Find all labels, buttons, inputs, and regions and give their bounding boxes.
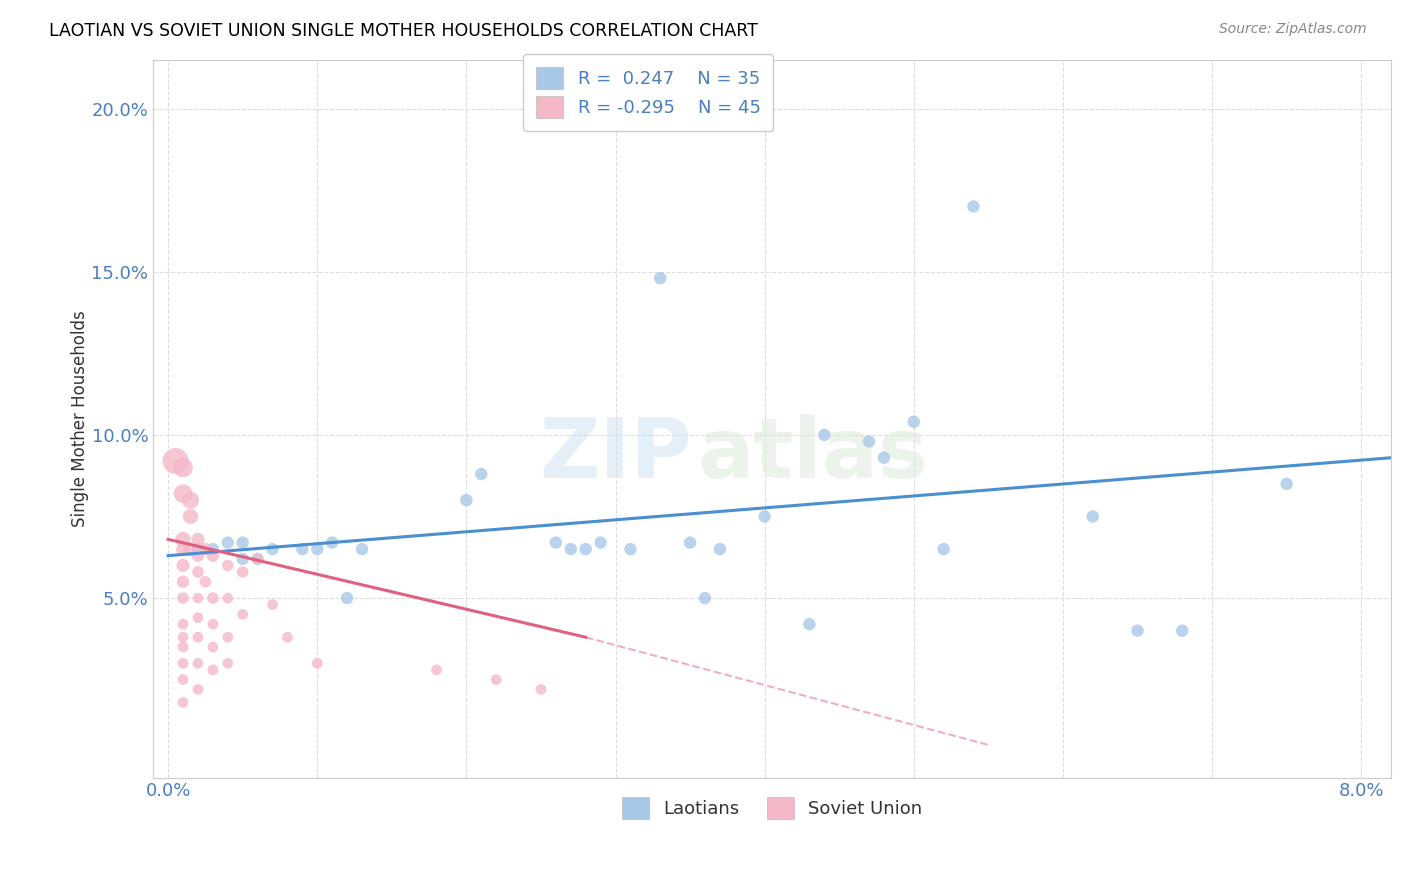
Point bbox=[172, 617, 194, 632]
Point bbox=[1126, 624, 1149, 638]
Point bbox=[187, 549, 209, 563]
Point bbox=[560, 542, 582, 557]
Point bbox=[172, 460, 194, 475]
Y-axis label: Single Mother Households: Single Mother Households bbox=[72, 310, 89, 527]
Point bbox=[336, 591, 359, 605]
Point bbox=[187, 630, 209, 644]
Point bbox=[962, 199, 984, 213]
Point bbox=[589, 535, 612, 549]
Point bbox=[903, 415, 925, 429]
Point bbox=[799, 617, 821, 632]
Point bbox=[172, 630, 194, 644]
Point bbox=[321, 535, 343, 549]
Point bbox=[179, 493, 201, 508]
Point bbox=[172, 574, 194, 589]
Point bbox=[262, 598, 284, 612]
Point bbox=[650, 271, 672, 285]
Point bbox=[232, 607, 254, 622]
Point bbox=[201, 617, 224, 632]
Point bbox=[232, 552, 254, 566]
Point bbox=[217, 535, 239, 549]
Point bbox=[754, 509, 776, 524]
Point bbox=[679, 535, 702, 549]
Point bbox=[575, 542, 598, 557]
Text: Source: ZipAtlas.com: Source: ZipAtlas.com bbox=[1219, 22, 1367, 37]
Point bbox=[165, 454, 187, 468]
Point bbox=[201, 591, 224, 605]
Point bbox=[187, 610, 209, 624]
Point bbox=[172, 640, 194, 654]
Point bbox=[201, 640, 224, 654]
Point bbox=[485, 673, 508, 687]
Point bbox=[544, 535, 567, 549]
Point bbox=[693, 591, 716, 605]
Point bbox=[217, 630, 239, 644]
Point bbox=[307, 657, 329, 671]
Point bbox=[217, 657, 239, 671]
Point bbox=[217, 558, 239, 573]
Point bbox=[425, 663, 447, 677]
Point bbox=[187, 657, 209, 671]
Point bbox=[232, 565, 254, 579]
Point bbox=[172, 673, 194, 687]
Text: LAOTIAN VS SOVIET UNION SINGLE MOTHER HOUSEHOLDS CORRELATION CHART: LAOTIAN VS SOVIET UNION SINGLE MOTHER HO… bbox=[49, 22, 758, 40]
Point bbox=[172, 486, 194, 500]
Legend: Laotians, Soviet Union: Laotians, Soviet Union bbox=[614, 789, 929, 826]
Point bbox=[187, 682, 209, 697]
Point bbox=[179, 542, 201, 557]
Point bbox=[276, 630, 298, 644]
Text: ZIP: ZIP bbox=[538, 414, 692, 495]
Point bbox=[456, 493, 478, 508]
Point bbox=[172, 696, 194, 710]
Point bbox=[172, 533, 194, 547]
Point bbox=[201, 663, 224, 677]
Point bbox=[172, 591, 194, 605]
Point bbox=[217, 591, 239, 605]
Point bbox=[232, 535, 254, 549]
Point bbox=[187, 591, 209, 605]
Point bbox=[194, 542, 217, 557]
Point bbox=[246, 552, 269, 566]
Point bbox=[932, 542, 955, 557]
Point bbox=[179, 509, 201, 524]
Point bbox=[1275, 476, 1298, 491]
Point bbox=[619, 542, 641, 557]
Point bbox=[1081, 509, 1104, 524]
Point bbox=[1171, 624, 1194, 638]
Point bbox=[201, 542, 224, 557]
Point bbox=[246, 552, 269, 566]
Point bbox=[530, 682, 553, 697]
Point bbox=[172, 558, 194, 573]
Text: atlas: atlas bbox=[697, 414, 928, 495]
Point bbox=[307, 542, 329, 557]
Point bbox=[813, 428, 835, 442]
Point bbox=[187, 542, 209, 557]
Point bbox=[858, 434, 880, 449]
Point bbox=[350, 542, 373, 557]
Point bbox=[194, 574, 217, 589]
Point bbox=[291, 542, 314, 557]
Point bbox=[262, 542, 284, 557]
Point bbox=[709, 542, 731, 557]
Point bbox=[187, 533, 209, 547]
Point bbox=[172, 542, 194, 557]
Point bbox=[172, 657, 194, 671]
Point bbox=[873, 450, 896, 465]
Point bbox=[187, 565, 209, 579]
Point bbox=[201, 549, 224, 563]
Point bbox=[470, 467, 492, 481]
